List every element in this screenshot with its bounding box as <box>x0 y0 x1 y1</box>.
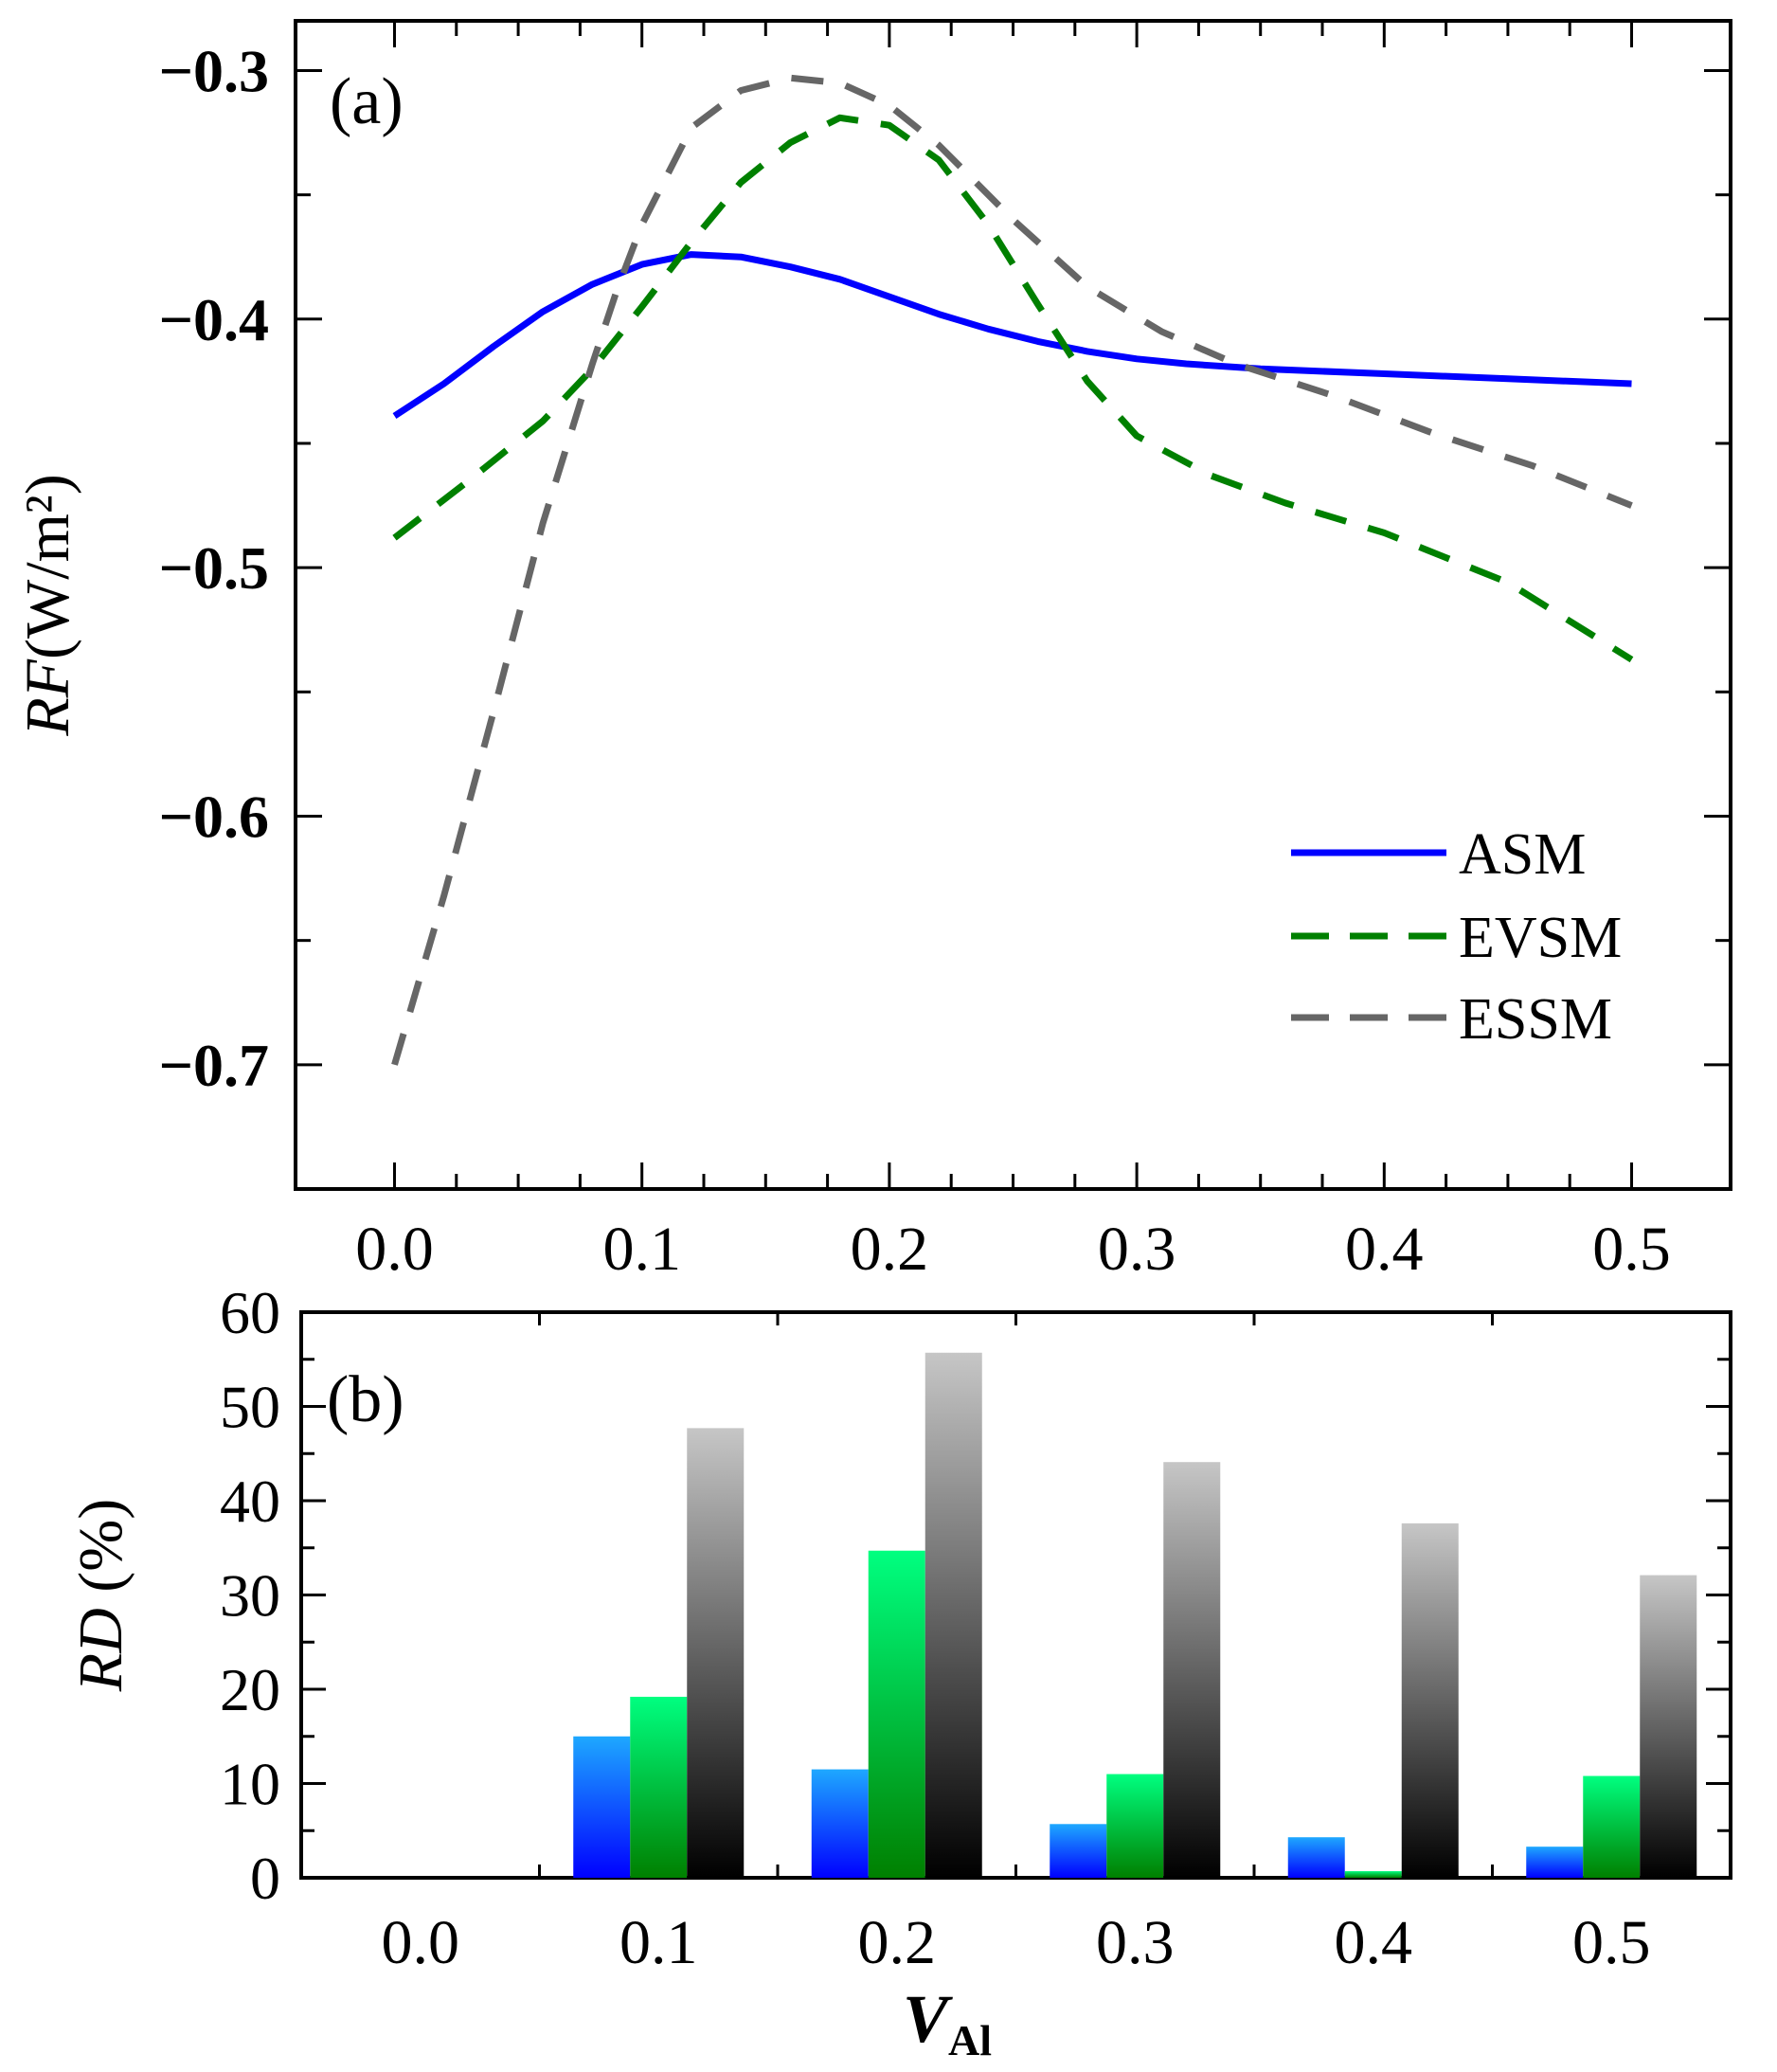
bar-evsm <box>868 1550 925 1878</box>
x-tick-label-b: 0.0 <box>382 1908 460 1977</box>
panel-a: 0.0 0.1 0.2 0.3 0.4 0.5 −0.3 −0.4 −0.5 −0.6 −0.7 RF… <box>13 19 1732 1284</box>
y-tick-label-a: −0.5 <box>159 534 269 602</box>
y-tick-label-a: −0.6 <box>159 783 269 850</box>
x-tick-label-b: 0.3 <box>1096 1908 1175 1977</box>
legend-label-evsm: EVSM <box>1459 906 1622 970</box>
bar-essm <box>687 1428 745 1878</box>
bar-asm <box>573 1736 631 1878</box>
plot-frame-b <box>299 1310 1732 1880</box>
series-line-essm <box>391 74 1633 1066</box>
bar-essm <box>1401 1522 1459 1878</box>
x-tick-label-a: 0.3 <box>1098 1215 1176 1284</box>
panel-b: 0 10 20 30 40 50 60 0.0 0.1 0.2 0.3 0.4 0.5 RD (%) VAl… <box>66 1279 1732 2064</box>
x-tick-label-a: 0.4 <box>1345 1215 1424 1284</box>
y-tick-label-a: −0.3 <box>159 37 269 104</box>
x-tick-label-b: 0.5 <box>1572 1908 1651 1977</box>
y-axis-label-unit: (W/m²) <box>13 474 82 659</box>
bar-evsm <box>630 1696 688 1878</box>
y-tick-label-b: 60 <box>220 1279 280 1346</box>
x-axis-label: VAl <box>903 1981 992 2064</box>
bar-essm <box>1640 1575 1697 1878</box>
x-tick-label-b: 0.2 <box>858 1908 937 1977</box>
y-tick-label-b: 20 <box>220 1656 280 1723</box>
y-tick-label-b: 10 <box>220 1751 280 1818</box>
y-tick-label-a: −0.4 <box>159 286 269 353</box>
y-tick-label-b: 50 <box>220 1374 280 1441</box>
legend-label-asm: ASM <box>1459 822 1586 887</box>
y-axis-label-a: RF(W/m²) <box>13 474 82 736</box>
series-line-evsm <box>392 114 1634 663</box>
y-tick-label-b: 0 <box>250 1845 280 1912</box>
panel-label-a: (a) <box>330 65 404 138</box>
x-axis-label-subscript: Al <box>948 2016 992 2064</box>
bar-essm <box>924 1352 982 1878</box>
y-axis-label-symbol: RD <box>66 1608 135 1692</box>
x-tick-label-a: 0.1 <box>602 1215 681 1284</box>
y-tick-label-a: −0.7 <box>159 1032 269 1099</box>
y-tick-label-b: 40 <box>220 1468 280 1535</box>
bar-asm <box>1526 1847 1584 1878</box>
panel-label-b: (b) <box>327 1363 404 1436</box>
legend-label-essm: ESSM <box>1459 987 1612 1052</box>
x-tick-label-b: 0.1 <box>619 1908 698 1977</box>
bar-asm <box>1287 1837 1345 1878</box>
bar-evsm <box>1344 1871 1402 1878</box>
bar-essm <box>1163 1462 1221 1878</box>
y-axis-label-unit: (%) <box>66 1499 135 1608</box>
series-line-asm <box>392 251 1632 420</box>
bar-asm <box>811 1769 869 1878</box>
x-tick-label-a: 0.2 <box>851 1215 929 1284</box>
bar-evsm <box>1106 1774 1164 1878</box>
bar-asm <box>1050 1824 1107 1878</box>
y-tick-label-b: 30 <box>220 1562 280 1630</box>
x-axis-label-symbol: V <box>903 1981 953 2057</box>
x-tick-label-a: 0.5 <box>1592 1215 1671 1284</box>
bar-evsm <box>1583 1775 1641 1878</box>
x-tick-label-a: 0.0 <box>355 1215 434 1284</box>
x-tick-label-b: 0.4 <box>1335 1908 1413 1977</box>
y-axis-label-symbol: RF <box>13 658 82 736</box>
y-axis-label-b: RD (%) <box>66 1499 135 1692</box>
